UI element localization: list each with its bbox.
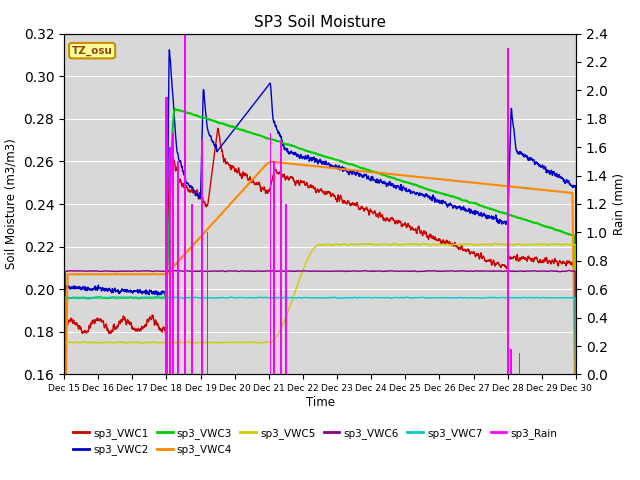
- Title: SP3 Soil Moisture: SP3 Soil Moisture: [254, 15, 386, 30]
- Y-axis label: Soil Moisture (m3/m3): Soil Moisture (m3/m3): [5, 139, 18, 269]
- Text: TZ_osu: TZ_osu: [72, 46, 113, 56]
- Legend: sp3_VWC1, sp3_VWC2, sp3_VWC3, sp3_VWC4, sp3_VWC5, sp3_VWC6, sp3_VWC7, sp3_Rain: sp3_VWC1, sp3_VWC2, sp3_VWC3, sp3_VWC4, …: [69, 424, 562, 459]
- X-axis label: Time: Time: [305, 396, 335, 409]
- Y-axis label: Rain (mm): Rain (mm): [613, 173, 627, 235]
